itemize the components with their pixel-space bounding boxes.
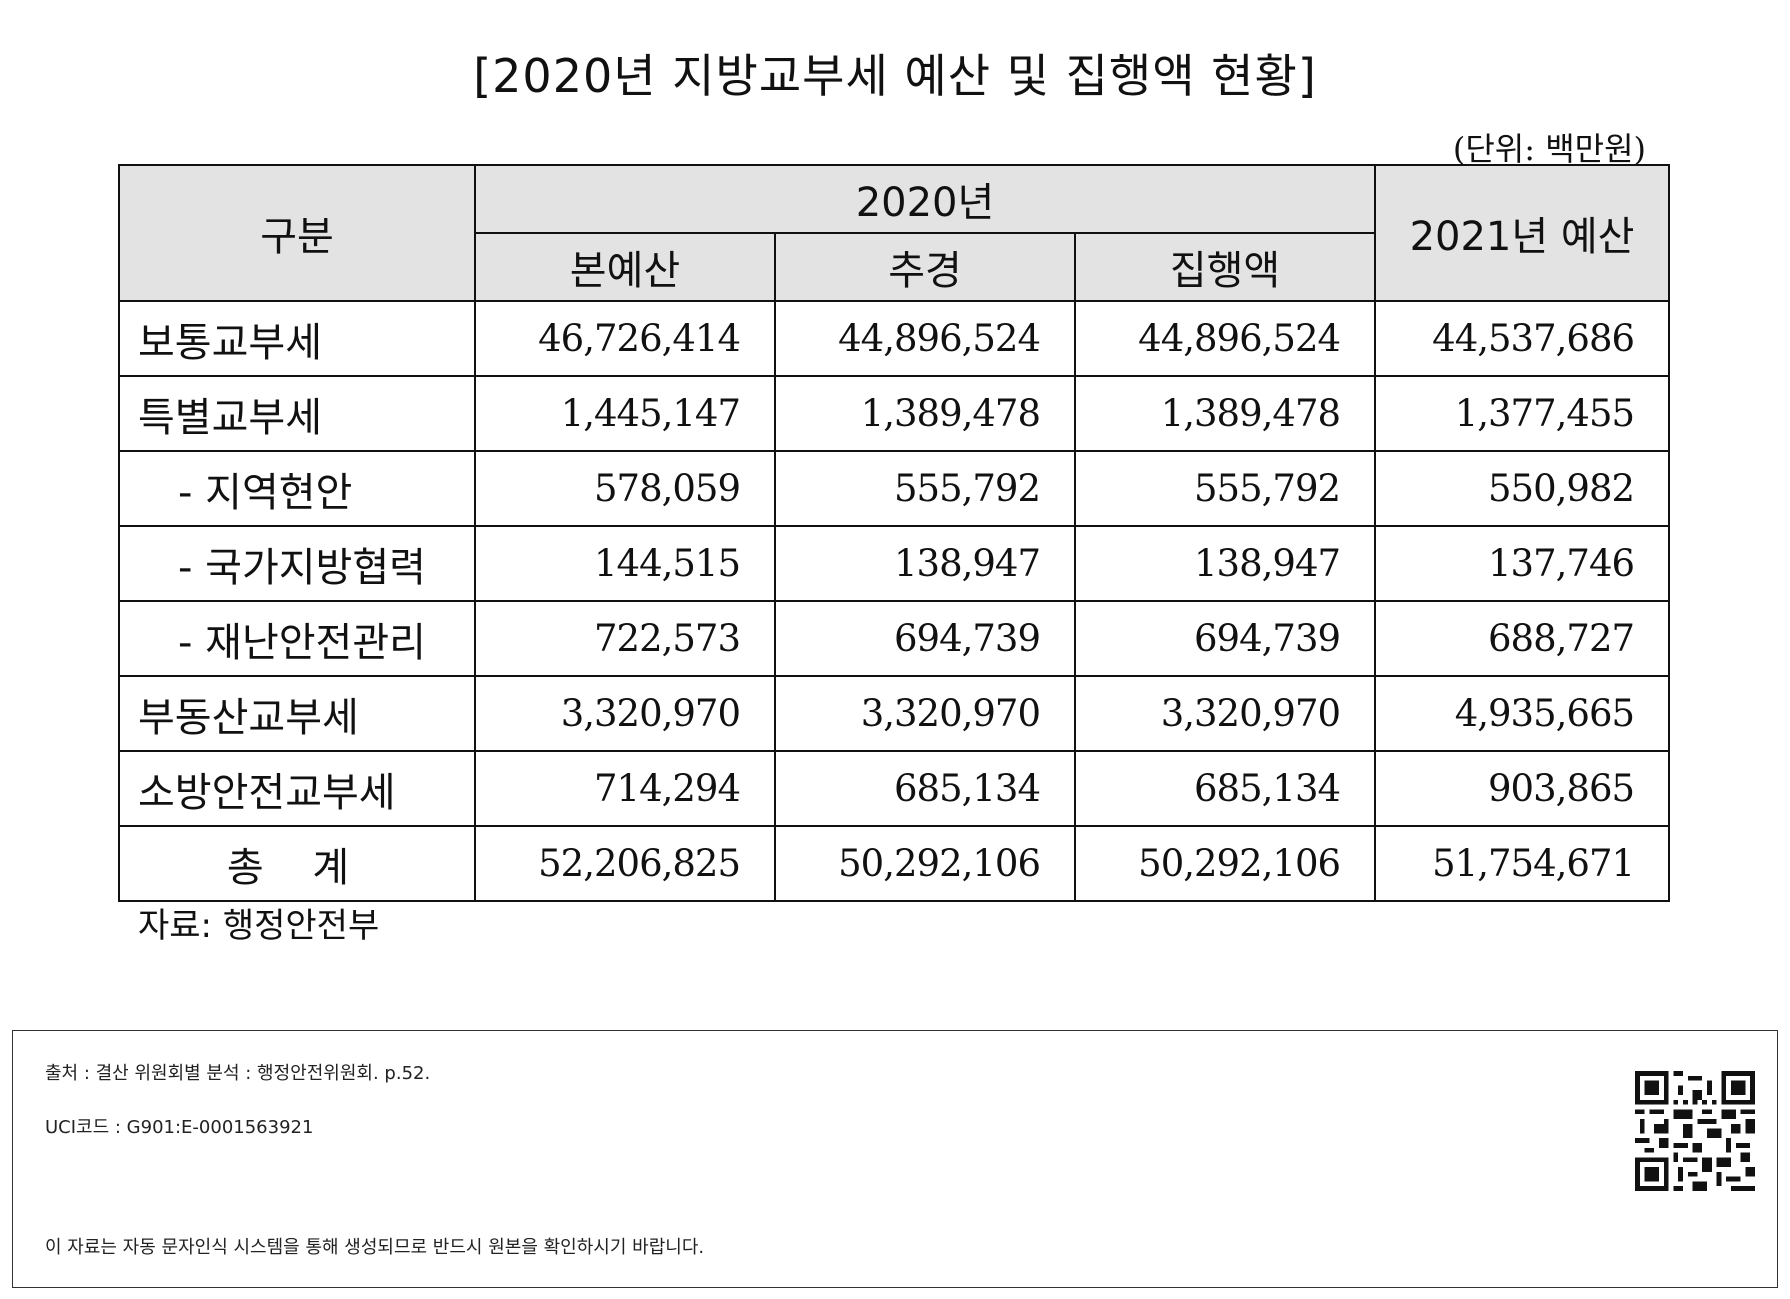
value-cell: 137,746 [1374, 525, 1671, 602]
table-row: - 지역현안 578,059 555,792 555,792 550,982 [118, 450, 1671, 527]
table-row: - 재난안전관리 722,573 694,739 694,739 688,727 [118, 600, 1671, 677]
row-label: - 국가지방협력 [118, 525, 476, 602]
value-cell: 550,982 [1374, 450, 1671, 527]
qr-code-icon [1635, 1071, 1755, 1191]
value-cell: 1,389,478 [1073, 375, 1377, 452]
footer-box: 출처 : 결산 위원회별 분석 : 행정안전위원회. p.52. UCI코드 :… [12, 1030, 1778, 1288]
value-cell: 1,389,478 [774, 375, 1076, 452]
row-label: 총 계 [118, 825, 476, 902]
footer-uci: UCI코드 : G901:E-0001563921 [45, 1117, 314, 1138]
table-row: 총 계 52,206,825 50,292,106 50,292,106 51,754,… [118, 825, 1671, 902]
table-body: 보통교부세 46,726,414 44,896,524 44,896,524 44,53… [118, 300, 1671, 902]
value-cell: 52,206,825 [474, 825, 776, 902]
value-cell: 50,292,106 [1073, 825, 1377, 902]
row-label: 특별교부세 [118, 375, 476, 452]
value-cell: 722,573 [474, 600, 776, 677]
header-supplementary: 추경 [774, 232, 1076, 302]
value-cell: 4,935,665 [1374, 675, 1671, 752]
table-row: 특별교부세 1,445,147 1,389,478 1,389,478 1,377,45… [118, 375, 1671, 452]
row-label: 소방안전교부세 [118, 750, 476, 827]
value-cell: 138,947 [1073, 525, 1377, 602]
value-cell: 44,896,524 [1073, 300, 1377, 377]
value-cell: 714,294 [474, 750, 776, 827]
value-cell: 46,726,414 [474, 300, 776, 377]
value-cell: 51,754,671 [1374, 825, 1671, 902]
footer-notice: 이 자료는 자동 문자인식 시스템을 통해 생성되므로 반드시 원본을 확인하시… [45, 1237, 705, 1258]
value-cell: 903,865 [1374, 750, 1671, 827]
source-note: 자료: 행정안전부 [138, 906, 380, 946]
value-cell: 3,320,970 [474, 675, 776, 752]
table-row: 보통교부세 46,726,414 44,896,524 44,896,524 44,53… [118, 300, 1671, 377]
value-cell: 44,537,686 [1374, 300, 1671, 377]
value-cell: 1,377,455 [1374, 375, 1671, 452]
row-label: 보통교부세 [118, 300, 476, 377]
header-category: 구분 [118, 164, 476, 302]
value-cell: 144,515 [474, 525, 776, 602]
header-executed: 집행액 [1073, 232, 1377, 302]
unit-label: (단위: 백만원) [1452, 130, 1646, 168]
value-cell: 694,739 [774, 600, 1076, 677]
value-cell: 138,947 [774, 525, 1076, 602]
header-original-budget: 본예산 [474, 232, 776, 302]
value-cell: 685,134 [1073, 750, 1377, 827]
value-cell: 44,896,524 [774, 300, 1076, 377]
header-next-year: 2021년 예산 [1374, 164, 1671, 302]
budget-table: 구분 2020년 2021년 예산 본예산 추경 집행액 보통교부세 46,726… [118, 164, 1671, 902]
value-cell: 685,134 [774, 750, 1076, 827]
footer-citation: 출처 : 결산 위원회별 분석 : 행정안전위원회. p.52. [45, 1063, 431, 1084]
value-cell: 3,320,970 [774, 675, 1076, 752]
header-year-group: 2020년 [473, 164, 1377, 234]
table-row: - 국가지방협력 144,515 138,947 138,947 137,746 [118, 525, 1671, 602]
table-row: 부동산교부세 3,320,970 3,320,970 3,320,970 4,935,6… [118, 675, 1671, 752]
value-cell: 50,292,106 [774, 825, 1076, 902]
row-label: 부동산교부세 [118, 675, 476, 752]
row-label: - 재난안전관리 [118, 600, 476, 677]
row-label: - 지역현안 [118, 450, 476, 527]
table-row: 소방안전교부세 714,294 685,134 685,134 903,865 [118, 750, 1671, 827]
value-cell: 555,792 [774, 450, 1076, 527]
value-cell: 555,792 [1073, 450, 1377, 527]
value-cell: 688,727 [1374, 600, 1671, 677]
value-cell: 3,320,970 [1073, 675, 1377, 752]
value-cell: 694,739 [1073, 600, 1377, 677]
value-cell: 578,059 [474, 450, 776, 527]
page-title: [2020년 지방교부세 예산 및 집행액 현황] [473, 49, 1317, 103]
value-cell: 1,445,147 [474, 375, 776, 452]
